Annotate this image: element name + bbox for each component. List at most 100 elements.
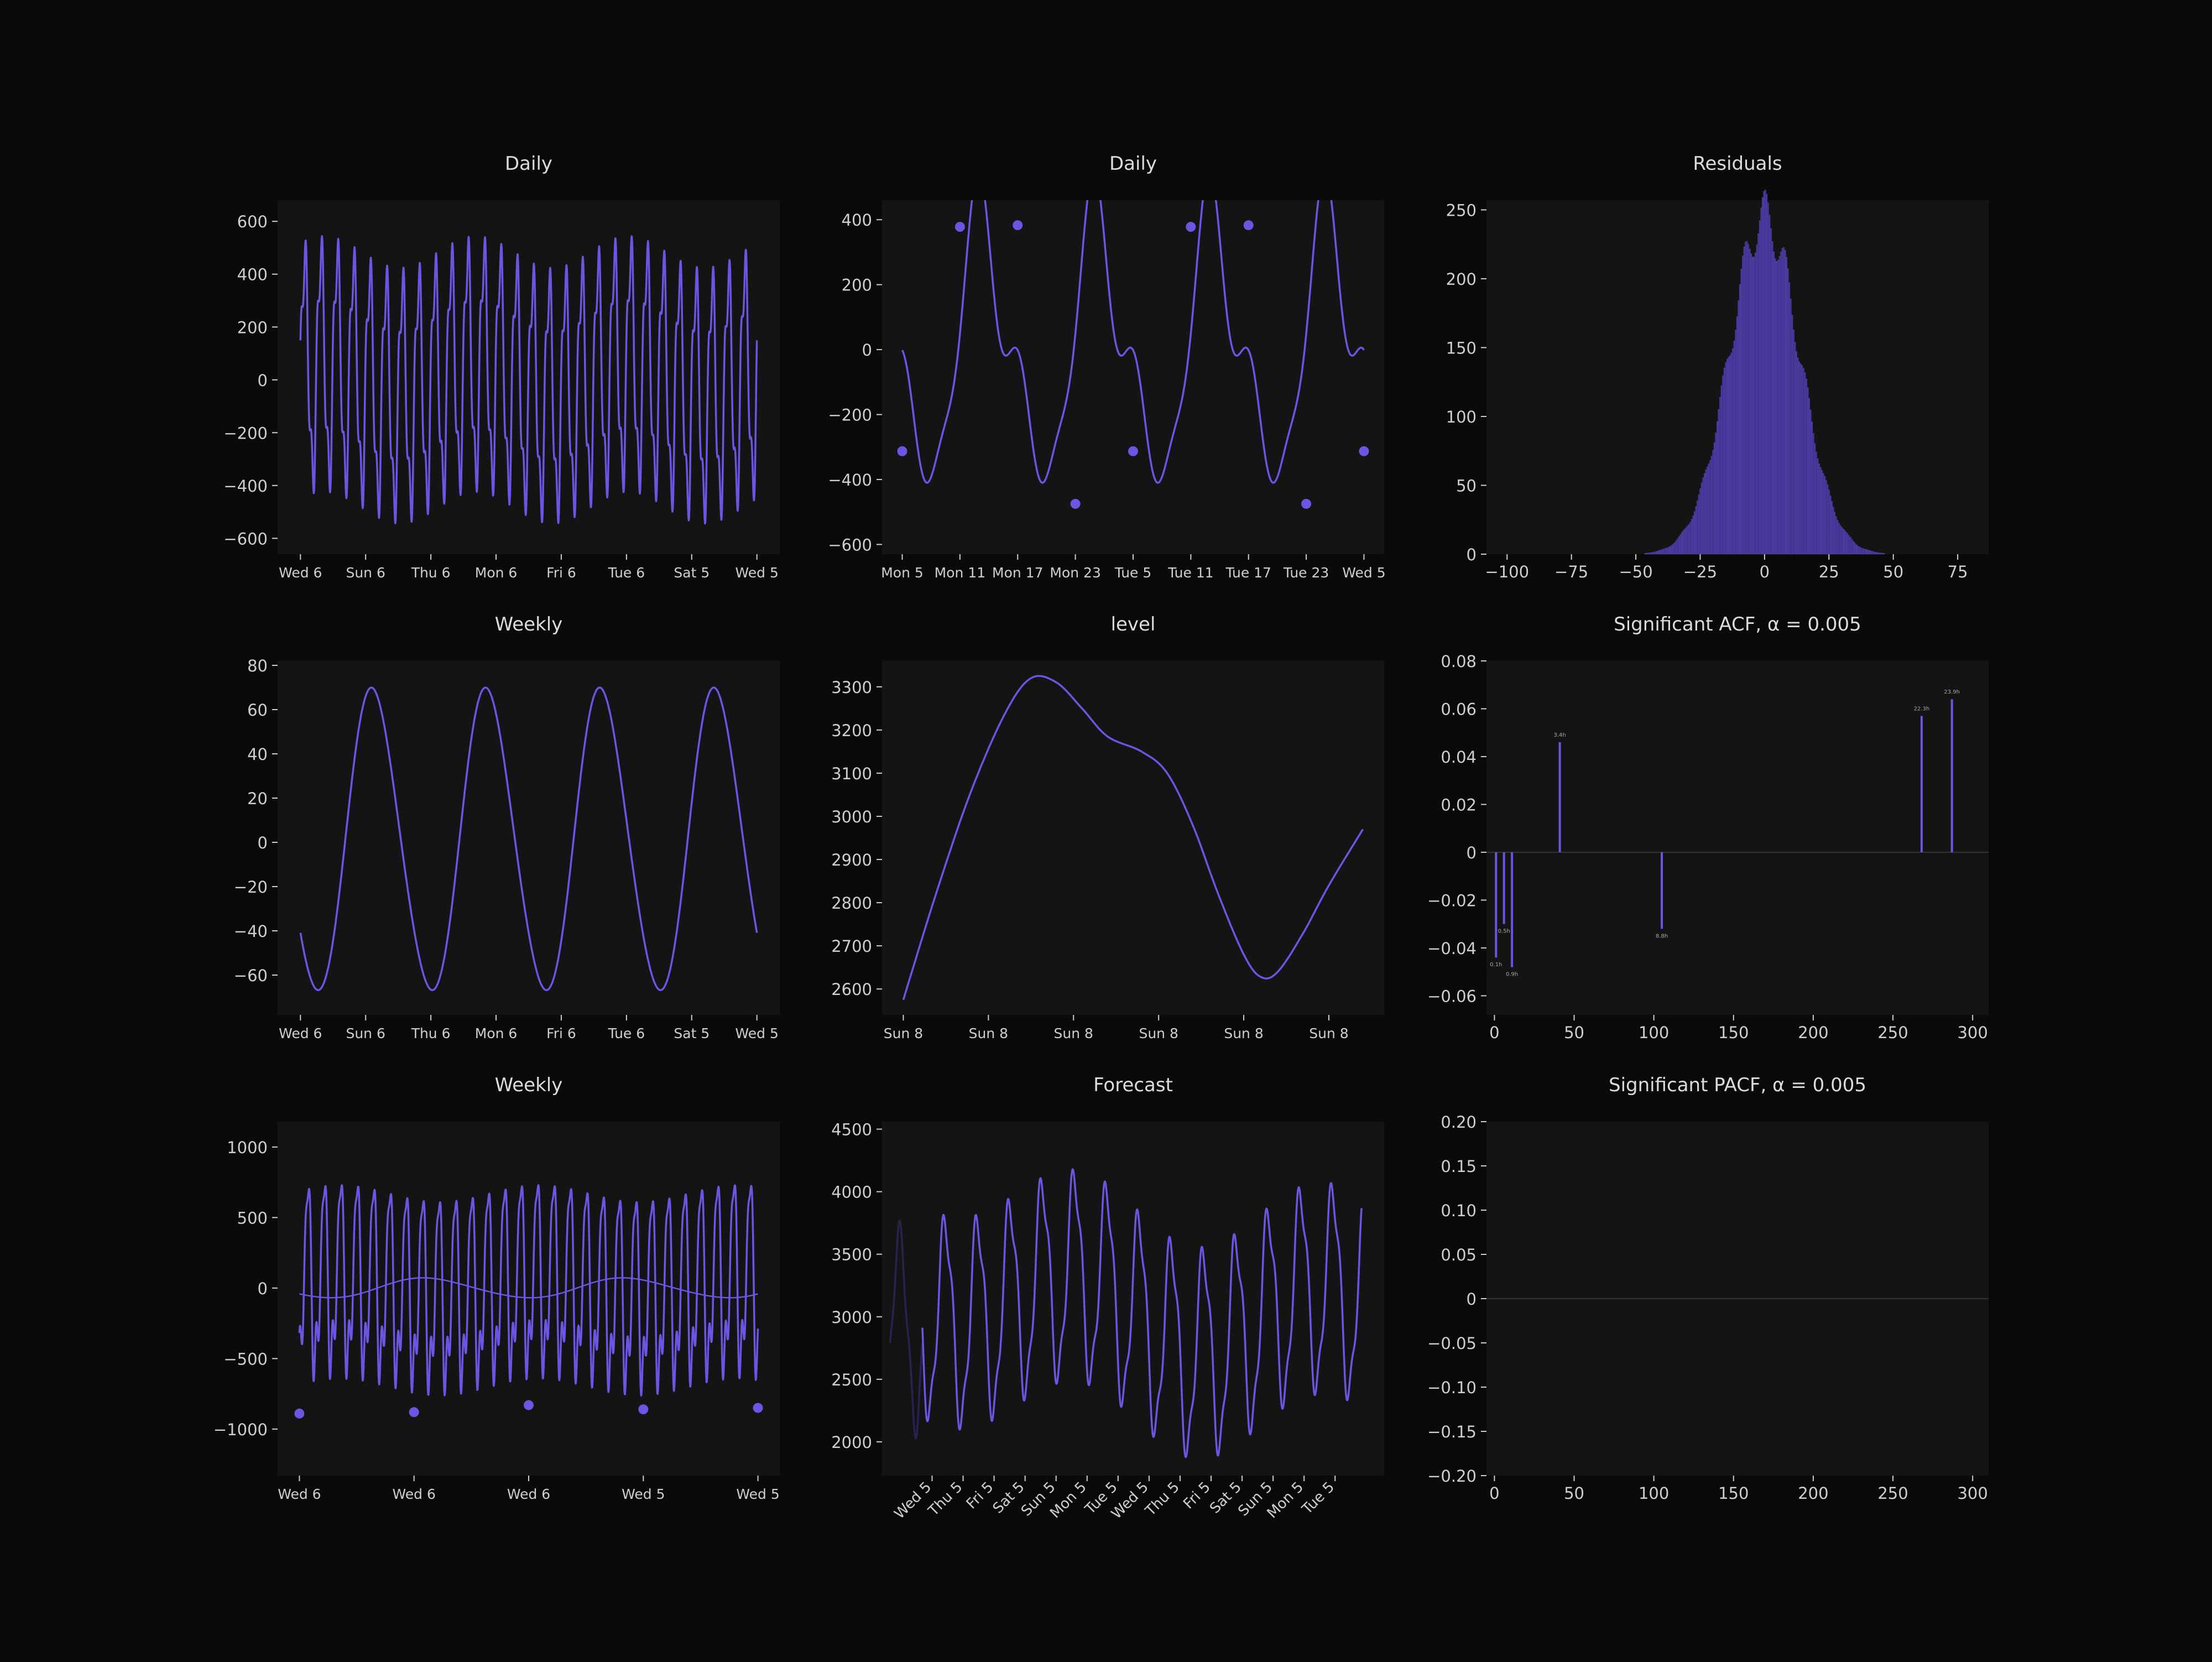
data-point	[753, 1403, 763, 1413]
hist-bar	[1767, 202, 1769, 555]
x-tick-label: Wed 6	[393, 1486, 436, 1502]
hist-bar	[1827, 484, 1829, 555]
y-tick-label: 0	[1467, 843, 1477, 862]
y-tick-label: 0	[258, 371, 268, 390]
hist-bar	[1674, 542, 1676, 555]
hist-bar	[1736, 316, 1738, 555]
y-tick-label: 0.20	[1441, 1113, 1477, 1132]
hist-bar	[1808, 398, 1810, 555]
hist-bar	[1818, 463, 1820, 555]
hist-bar	[1831, 501, 1833, 555]
hist-bar	[1704, 473, 1705, 555]
hist-bar	[1813, 433, 1814, 555]
y-tick-label: 200	[1446, 270, 1477, 289]
hist-bar	[1862, 548, 1864, 555]
x-tick-label: Thu 5	[1142, 1479, 1183, 1520]
hist-bar	[1665, 548, 1667, 555]
x-tick-label: 150	[1718, 1023, 1749, 1042]
hist-bar	[1671, 545, 1673, 555]
acf-bar-label: 22.3h	[1914, 706, 1930, 712]
hist-bar	[1735, 330, 1736, 555]
y-tick-label: 4000	[831, 1183, 872, 1202]
y-tick-label: 0.15	[1441, 1157, 1477, 1176]
x-tick-label: Wed 5	[1342, 565, 1385, 581]
hist-bar	[1762, 197, 1764, 555]
x-tick-label: Sun 6	[346, 1025, 385, 1041]
plot-area	[1486, 661, 1989, 1015]
acf-bar-label: 0.5h	[1498, 929, 1510, 935]
y-tick-label: 400	[842, 211, 872, 230]
y-tick-label: 2900	[831, 851, 872, 869]
hist-bar	[1733, 341, 1735, 555]
hist-bar	[1740, 268, 1742, 555]
data-point	[954, 222, 965, 232]
hist-bar	[1742, 256, 1744, 555]
y-tick-label: 1000	[227, 1138, 268, 1157]
x-tick-label: −75	[1554, 562, 1588, 581]
x-tick-label: Sun 8	[1309, 1025, 1348, 1041]
y-tick-label: 200	[237, 318, 268, 337]
hist-bar	[1796, 351, 1797, 555]
y-tick-label: −600	[828, 535, 872, 554]
data-point	[524, 1400, 534, 1410]
hist-bar	[1868, 550, 1870, 555]
x-tick-label: Wed 5	[735, 565, 779, 581]
y-tick-label: 3300	[831, 678, 872, 697]
hist-bar	[1691, 519, 1693, 555]
hist-bar	[1757, 233, 1759, 555]
chart-daily-1: Daily 600 400 200 0 −200 −400 −600 Wed 6 Sun 6 Thu…	[223, 153, 780, 581]
hist-bar	[1838, 523, 1840, 555]
x-tick-label: Mon 23	[1050, 565, 1100, 581]
y-tick-label: −0.06	[1427, 987, 1477, 1005]
data-point	[897, 446, 907, 456]
hist-bar	[1786, 257, 1787, 555]
data-point	[638, 1404, 649, 1415]
data-point	[1013, 220, 1023, 231]
hist-bar	[1788, 283, 1791, 555]
hist-bar	[1878, 553, 1880, 555]
y-tick-label: −200	[828, 406, 872, 425]
hist-bar	[1866, 549, 1868, 555]
x-tick-label: 0	[1489, 1023, 1499, 1042]
hist-bar	[1859, 547, 1861, 555]
x-tick-label: Wed 5	[735, 1025, 779, 1041]
hist-bar	[1749, 248, 1751, 555]
x-tick-label: Wed 6	[279, 1025, 322, 1041]
hist-bar	[1689, 522, 1691, 555]
x-tick-label: Wed 6	[279, 565, 322, 581]
hist-bar	[1750, 253, 1752, 555]
y-tick-label: −40	[234, 922, 268, 941]
acf-bar-label: 23.9h	[1944, 689, 1960, 695]
hist-bar	[1657, 550, 1658, 555]
hist-bar	[1652, 552, 1655, 555]
x-tick-label: Sun 8	[1139, 1025, 1178, 1041]
hist-bar	[1728, 357, 1729, 555]
acf-bar-label: 0.9h	[1506, 972, 1518, 978]
hist-bar	[1755, 253, 1756, 555]
y-tick-label: −200	[223, 424, 268, 442]
x-tick-label: Tue 5	[1298, 1479, 1338, 1518]
hist-bar	[1679, 534, 1681, 555]
y-tick-label: 50	[1456, 476, 1477, 495]
x-tick-label: Thu 6	[411, 1025, 451, 1041]
data-point	[294, 1408, 305, 1419]
hist-bar	[1705, 470, 1707, 555]
hist-bar	[1839, 525, 1841, 555]
y-tick-label: 0.06	[1441, 700, 1477, 718]
hist-bar	[1781, 248, 1783, 555]
hist-bar	[1710, 456, 1713, 555]
hist-bar	[1820, 467, 1822, 555]
hist-bar	[1829, 495, 1832, 555]
hist-bar	[1852, 540, 1854, 555]
x-tick-label: Sat 5	[674, 565, 709, 581]
series-line	[901, 200, 1365, 484]
hist-bar	[1747, 244, 1749, 555]
hist-bar	[1700, 482, 1703, 555]
hist-bar	[1745, 242, 1746, 555]
x-tick-label: 0	[1489, 1484, 1499, 1503]
x-tick-label: Tue 6	[608, 565, 645, 581]
hist-bar	[1760, 207, 1762, 555]
hist-bar	[1845, 532, 1847, 555]
